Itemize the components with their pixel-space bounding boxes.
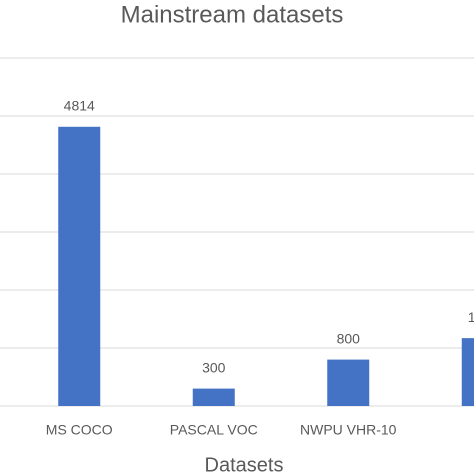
data-label: 300 <box>202 359 226 375</box>
x-tick-label: PASCAL VOC <box>170 422 258 438</box>
x-axis-title: Datasets <box>205 454 284 474</box>
x-tick-label: NWPU VHR-10 <box>300 422 397 438</box>
x-tick-label: MS COCO <box>46 422 113 438</box>
data-label: 4814 <box>64 97 95 113</box>
data-label: 1170 <box>468 309 474 325</box>
bar <box>192 388 235 406</box>
data-label: 800 <box>337 330 361 346</box>
bar <box>327 359 370 406</box>
bar <box>58 126 101 407</box>
bar <box>461 338 474 406</box>
chart-title: Mainstream datasets <box>121 1 344 28</box>
